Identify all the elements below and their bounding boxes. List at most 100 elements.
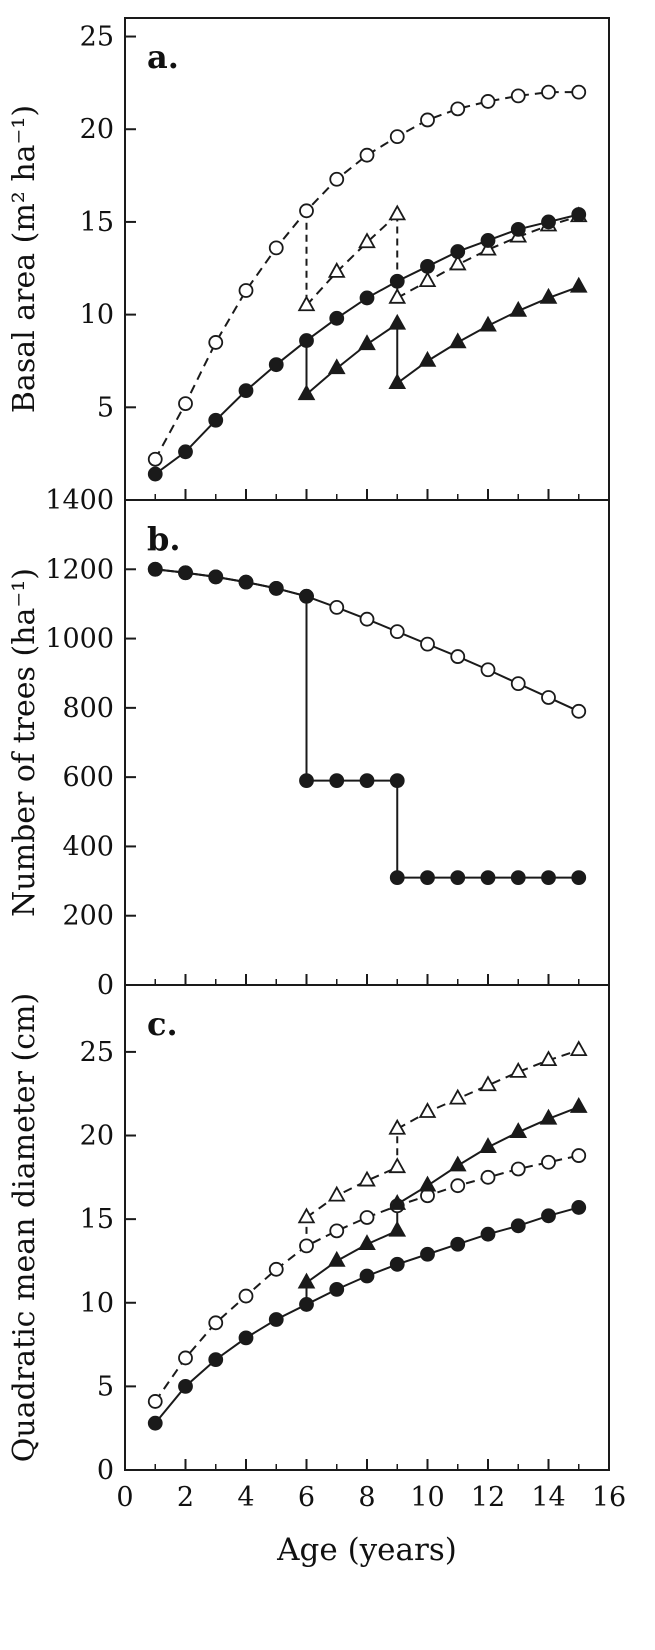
x-tick-label: 2 — [177, 1482, 194, 1513]
y-tick-label: 1000 — [45, 624, 114, 655]
circle-marker — [420, 259, 435, 274]
circle-marker — [450, 649, 466, 664]
circle-marker — [359, 147, 375, 163]
triangle-marker — [358, 334, 376, 351]
circle-marker — [420, 636, 435, 652]
circle-marker — [208, 335, 224, 350]
triangle-marker — [327, 1250, 346, 1267]
circle-marker — [480, 1226, 496, 1242]
circle-marker — [238, 574, 254, 590]
qmd-thinned-open-triangles — [297, 1040, 588, 1224]
triangle-marker — [358, 1234, 376, 1251]
panel-a-x-ticks — [124, 489, 610, 500]
triangle-marker — [509, 1122, 528, 1138]
circle-marker — [329, 1223, 345, 1239]
y-tick-label: 20 — [80, 1121, 114, 1152]
circle-marker — [389, 273, 405, 289]
circle-marker — [420, 870, 435, 886]
circle-marker — [147, 1415, 163, 1431]
circle-marker — [541, 214, 556, 230]
circle-marker — [178, 1350, 193, 1366]
circle-marker — [510, 676, 526, 692]
circle-marker — [299, 333, 314, 348]
triangle-marker — [479, 239, 497, 256]
triangle-marker — [297, 1272, 316, 1289]
triangle-marker — [418, 271, 437, 288]
circle-marker — [450, 1236, 466, 1252]
panel-c: 0 5 10 15 20 25 c. Quadratic mean diameter (cm) — [7, 984, 610, 1486]
y-tick-label: 1200 — [45, 554, 114, 585]
circle-marker — [299, 1297, 314, 1312]
basal-area-thinned-filled-triangles — [297, 276, 588, 401]
circle-marker — [268, 580, 284, 596]
y-tick-label: 1400 — [45, 485, 114, 516]
circle-marker — [450, 101, 466, 117]
circle-marker — [208, 569, 224, 585]
triangle-marker — [569, 1040, 588, 1057]
circle-marker — [510, 88, 526, 104]
circle-marker — [420, 1246, 435, 1262]
circle-marker — [510, 1218, 526, 1234]
y-tick-label: 5 — [97, 1371, 114, 1402]
panel-b-label: b. — [147, 520, 181, 558]
circle-marker — [389, 129, 405, 145]
y-tick-label: 200 — [62, 901, 114, 932]
circle-marker — [541, 84, 556, 100]
circle-marker — [268, 240, 284, 256]
panel-a: 5 10 15 20 25 a. Basal area (m² ha⁻¹) — [7, 17, 610, 501]
panel-b-frame — [124, 499, 610, 986]
panel-b-x-ticks — [124, 974, 610, 985]
x-axis-labels: 0 2 4 6 8 10 12 14 16 Age (years) — [116, 1482, 626, 1568]
circle-marker — [480, 233, 496, 248]
circle-marker — [299, 1238, 314, 1254]
y-tick-label: 0 — [97, 970, 114, 1001]
y-tick-label: 5 — [97, 392, 114, 423]
circle-marker — [329, 599, 345, 615]
circle-marker — [389, 870, 405, 886]
triangle-marker — [327, 1185, 346, 1202]
circle-marker — [389, 1256, 405, 1272]
x-tick-label: 10 — [410, 1482, 444, 1513]
panel-b: 0 200 400 600 800 1000 1200 1400 b. Number of tre… — [7, 485, 610, 1001]
circle-marker — [329, 773, 345, 789]
x-tick-label: 4 — [237, 1482, 254, 1513]
panel-b-y-ticks: 0 200 400 600 800 1000 1200 1400 — [45, 485, 136, 1001]
triangle-marker — [479, 1137, 497, 1154]
triangle-marker — [388, 373, 407, 390]
circle-marker — [571, 207, 587, 222]
x-axis-title: Age (years) — [276, 1532, 457, 1568]
circle-marker — [238, 1330, 254, 1346]
triangle-marker — [448, 332, 467, 349]
panel-a-y-axis-title: Basal area (m² ha⁻¹) — [7, 105, 42, 413]
circle-marker — [329, 171, 345, 187]
triangle-marker — [569, 1097, 588, 1113]
triangle-marker — [448, 254, 467, 271]
circle-marker — [178, 444, 193, 460]
panel-a-y-ticks: 5 10 15 20 25 — [80, 22, 136, 423]
circle-marker — [147, 1394, 163, 1409]
x-tick-label: 0 — [116, 1482, 133, 1513]
triangle-marker — [418, 1175, 437, 1192]
circle-marker — [268, 1261, 284, 1277]
circle-marker — [147, 451, 163, 467]
circle-marker — [208, 1315, 224, 1331]
y-tick-label: 600 — [62, 762, 114, 793]
circle-marker — [480, 94, 496, 109]
x-tick-label: 14 — [531, 1482, 565, 1513]
panel-c-frame — [124, 984, 610, 1471]
triangle-marker — [388, 287, 407, 304]
y-tick-label: 400 — [62, 831, 114, 862]
circle-marker — [208, 1352, 224, 1368]
triangle-marker — [358, 1170, 376, 1187]
circle-marker — [268, 357, 284, 373]
circle-marker — [480, 662, 496, 678]
circle-marker — [541, 690, 556, 705]
circle-marker — [541, 870, 556, 886]
circle-marker — [420, 112, 435, 128]
circle-marker — [359, 1268, 375, 1284]
qmd-unthinned-filled-circles — [147, 1200, 587, 1431]
basal-area-unthinned-filled-circles — [147, 207, 587, 482]
triangle-marker — [388, 1118, 407, 1135]
